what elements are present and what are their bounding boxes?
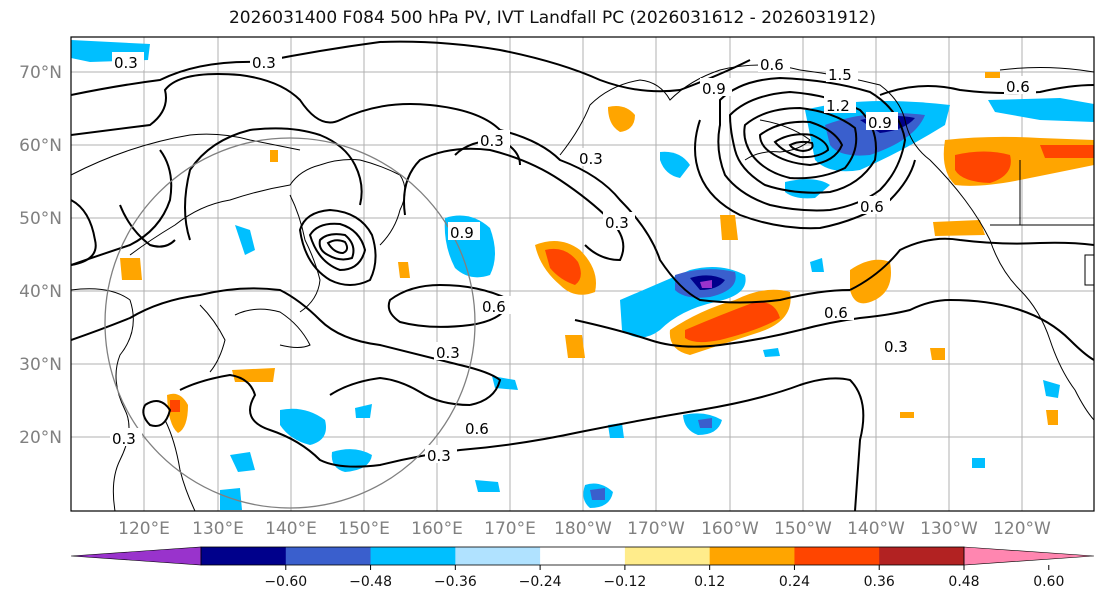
contour-label: 0.9: [702, 80, 726, 98]
contour-label: 0.3: [114, 54, 138, 72]
latitude-labels: 70°N 60°N 50°N 40°N 30°N 20°N: [19, 63, 62, 448]
lon-label: 170°W: [627, 519, 685, 539]
contour-label: 0.3: [884, 338, 908, 356]
positive-anomaly-shading: [120, 72, 1094, 433]
colorbar-tick-label: 0.12: [694, 574, 725, 590]
colorbar-bin: [455, 547, 541, 565]
reference-circle: [104, 137, 476, 509]
lat-label: 60°N: [19, 136, 62, 156]
colorbar-bin: [709, 547, 795, 565]
contour-label: 0.6: [824, 304, 848, 322]
lon-label: 140°E: [265, 519, 317, 539]
lon-label: 130°W: [920, 519, 978, 539]
contour-label: 0.6: [1006, 78, 1030, 96]
contour-label: 1.5: [828, 66, 852, 84]
colorbar-bin: [794, 547, 880, 565]
contour-label: 0.3: [252, 54, 276, 72]
contour-label: 0.6: [760, 56, 784, 74]
colorbar-bin: [879, 547, 965, 565]
lon-label: 120°E: [118, 519, 170, 539]
longitude-labels: 120°E 130°E 140°E 150°E 160°E 170°E 180°…: [118, 519, 1051, 539]
lon-label: 130°E: [192, 519, 244, 539]
colorbar-tick-label: 0.60: [1033, 574, 1064, 590]
colorbar-bin: [540, 547, 626, 565]
contour-label: 0.6: [860, 198, 884, 216]
contour-label: 0.3: [112, 430, 136, 448]
colorbar-extend-high: [963, 546, 1095, 566]
colorbar-tick-label: −0.60: [264, 574, 307, 590]
colorbar-tick-label: −0.48: [349, 574, 392, 590]
colorbar-tick-label: −0.36: [434, 574, 477, 590]
lon-label: 150°W: [774, 519, 832, 539]
lon-label: 150°E: [338, 519, 390, 539]
lon-label: 120°W: [993, 519, 1051, 539]
lon-label: 180°W: [554, 519, 612, 539]
lon-label: 160°W: [701, 519, 759, 539]
colorbar-tick-label: 0.36: [864, 574, 895, 590]
contour-label: 0.3: [480, 132, 504, 150]
contour-label: 0.6: [465, 420, 489, 438]
colorbar-tick-label: −0.12: [603, 574, 646, 590]
contour-label: 0.3: [579, 150, 603, 168]
colorbar-tick-label: −0.24: [519, 574, 562, 590]
map-frame: [70, 36, 1095, 512]
lon-label: 160°E: [411, 519, 463, 539]
colorbar-tick-label: 0.48: [948, 574, 979, 590]
contour-label: 1.2: [826, 97, 850, 115]
colorbar-bin: [201, 547, 287, 565]
contour-label: 0.3: [427, 447, 451, 465]
colorbar-bin: [624, 547, 711, 565]
colorbar-outline: [200, 546, 965, 566]
lat-label: 20°N: [19, 428, 62, 448]
lon-label: 140°W: [847, 519, 905, 539]
colorbar: −0.60 −0.48 −0.36 −0.24 −0.12 0.12 0.24 0.36 0.4…: [70, 546, 1095, 590]
contour-label: 0.3: [436, 344, 460, 362]
pv-contours: [71, 40, 1094, 511]
colorbar-bin: [370, 547, 456, 565]
contour-label: 0.9: [450, 224, 474, 242]
lon-label: 170°E: [484, 519, 536, 539]
map-title: 2026031400 F084 500 hPa PV, IVT Landfall…: [228, 8, 876, 28]
lat-label: 30°N: [19, 355, 62, 375]
negative-anomaly-shading: [71, 40, 1094, 510]
colorbar-extend-low: [70, 546, 202, 566]
contour-label: 0.9: [868, 114, 892, 132]
contour-label: 0.6: [482, 298, 506, 316]
lat-label: 50°N: [19, 209, 62, 229]
contour-label: 0.3: [605, 214, 629, 232]
lat-label: 40°N: [19, 282, 62, 302]
colorbar-bin: [285, 547, 372, 565]
lat-label: 70°N: [19, 63, 62, 83]
contour-labels: 0.3 0.3 0.3 0.3 0.6 0.3 0.3 0.6 0.6 0.6 …: [110, 52, 1036, 465]
colorbar-tick-label: 0.24: [779, 574, 810, 590]
